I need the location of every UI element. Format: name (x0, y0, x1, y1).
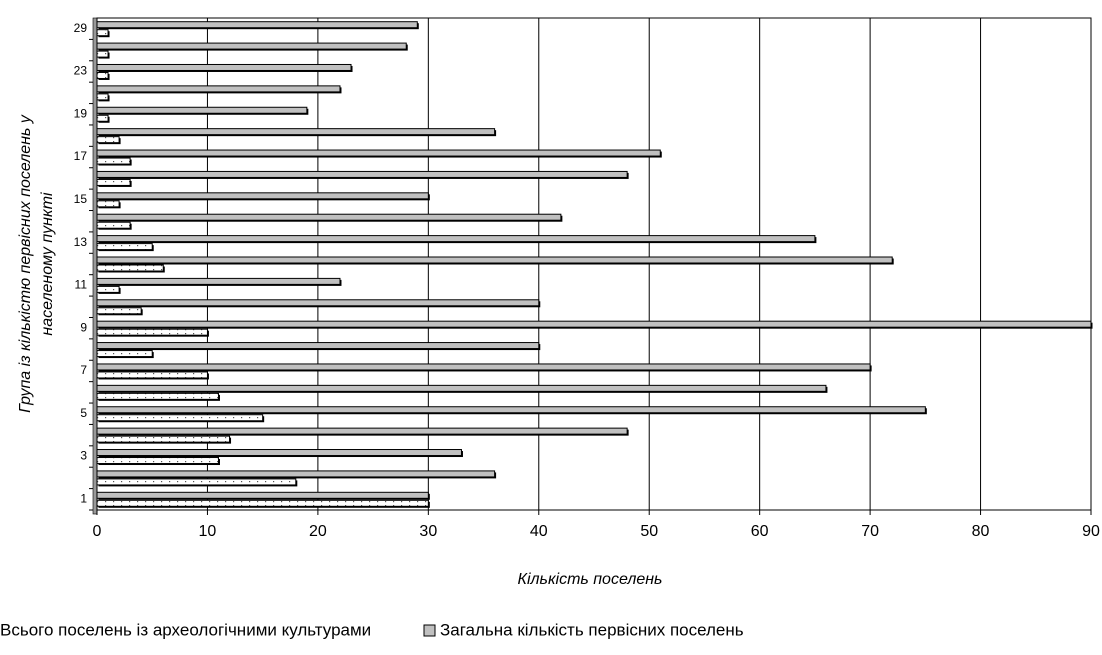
bar (96, 256, 893, 264)
bar (96, 85, 341, 93)
y-tick-label: 7 (80, 363, 87, 377)
bar (96, 299, 540, 307)
bar (96, 106, 308, 114)
bar (96, 363, 871, 371)
y-axis-title: Група із кількістю первісних поселень у (17, 114, 34, 413)
bar (96, 114, 109, 122)
legend-label: Загальна кількість первісних поселень (440, 620, 744, 639)
bar (96, 414, 264, 422)
x-tick-label: 10 (199, 523, 217, 540)
x-axis-title: Кількість поселень (518, 571, 663, 588)
y-tick-label: 1 (80, 491, 87, 505)
y-tick-label: 13 (74, 235, 88, 249)
bar (96, 21, 418, 29)
legend-swatch (423, 624, 436, 637)
bar (96, 235, 816, 243)
bar (96, 457, 219, 465)
bar (96, 42, 407, 50)
y-tick-label: 11 (75, 278, 88, 292)
bar (96, 491, 429, 499)
bar (96, 328, 208, 336)
bar (96, 384, 827, 392)
x-tick-label: 20 (309, 523, 327, 540)
bar (96, 449, 462, 457)
bar (96, 149, 661, 157)
bar (96, 350, 153, 358)
x-tick-label: 90 (1082, 523, 1100, 540)
bar (96, 213, 562, 221)
bar (96, 427, 628, 435)
bar (96, 320, 1092, 328)
bar (96, 200, 120, 208)
bar (96, 93, 109, 101)
legend-label: Всього поселень із археологічними культу… (0, 620, 371, 639)
bar (96, 435, 231, 443)
y-tick-label: 3 (80, 449, 87, 463)
y-tick-label: 5 (80, 406, 87, 420)
bar (96, 243, 153, 251)
bar (96, 499, 429, 507)
bar (96, 371, 208, 379)
bar (96, 29, 109, 37)
bar (96, 478, 297, 486)
y-tick-label: 17 (74, 149, 88, 163)
bar (96, 406, 926, 414)
bar (96, 221, 131, 229)
bar (96, 50, 109, 58)
bar (96, 470, 496, 478)
y-tick-label: 19 (74, 106, 88, 120)
bar (96, 136, 120, 144)
y-tick-label: 15 (74, 192, 88, 206)
bar (96, 392, 219, 400)
bar (96, 264, 164, 272)
bar (96, 285, 120, 293)
x-tick-label: 80 (972, 523, 990, 540)
bar (96, 178, 131, 186)
bar (96, 128, 496, 136)
y-tick-label: 9 (80, 320, 87, 334)
y-tick-label: 29 (74, 21, 88, 35)
bar (96, 307, 142, 315)
x-tick-label: 0 (93, 523, 102, 540)
x-tick-label: 50 (640, 523, 658, 540)
bar (96, 170, 628, 178)
bar (96, 71, 109, 79)
y-axis-title: населеному пункті (39, 192, 56, 336)
bar (96, 63, 352, 71)
x-tick-label: 30 (419, 523, 437, 540)
x-tick-label: 60 (751, 523, 769, 540)
x-tick-label: 70 (861, 523, 879, 540)
bar (96, 277, 341, 285)
bar (96, 342, 540, 350)
x-tick-label: 40 (530, 523, 548, 540)
y-tick-label: 23 (74, 64, 88, 78)
axis-wall (92, 17, 98, 515)
bar (96, 157, 131, 165)
bar (96, 192, 429, 200)
